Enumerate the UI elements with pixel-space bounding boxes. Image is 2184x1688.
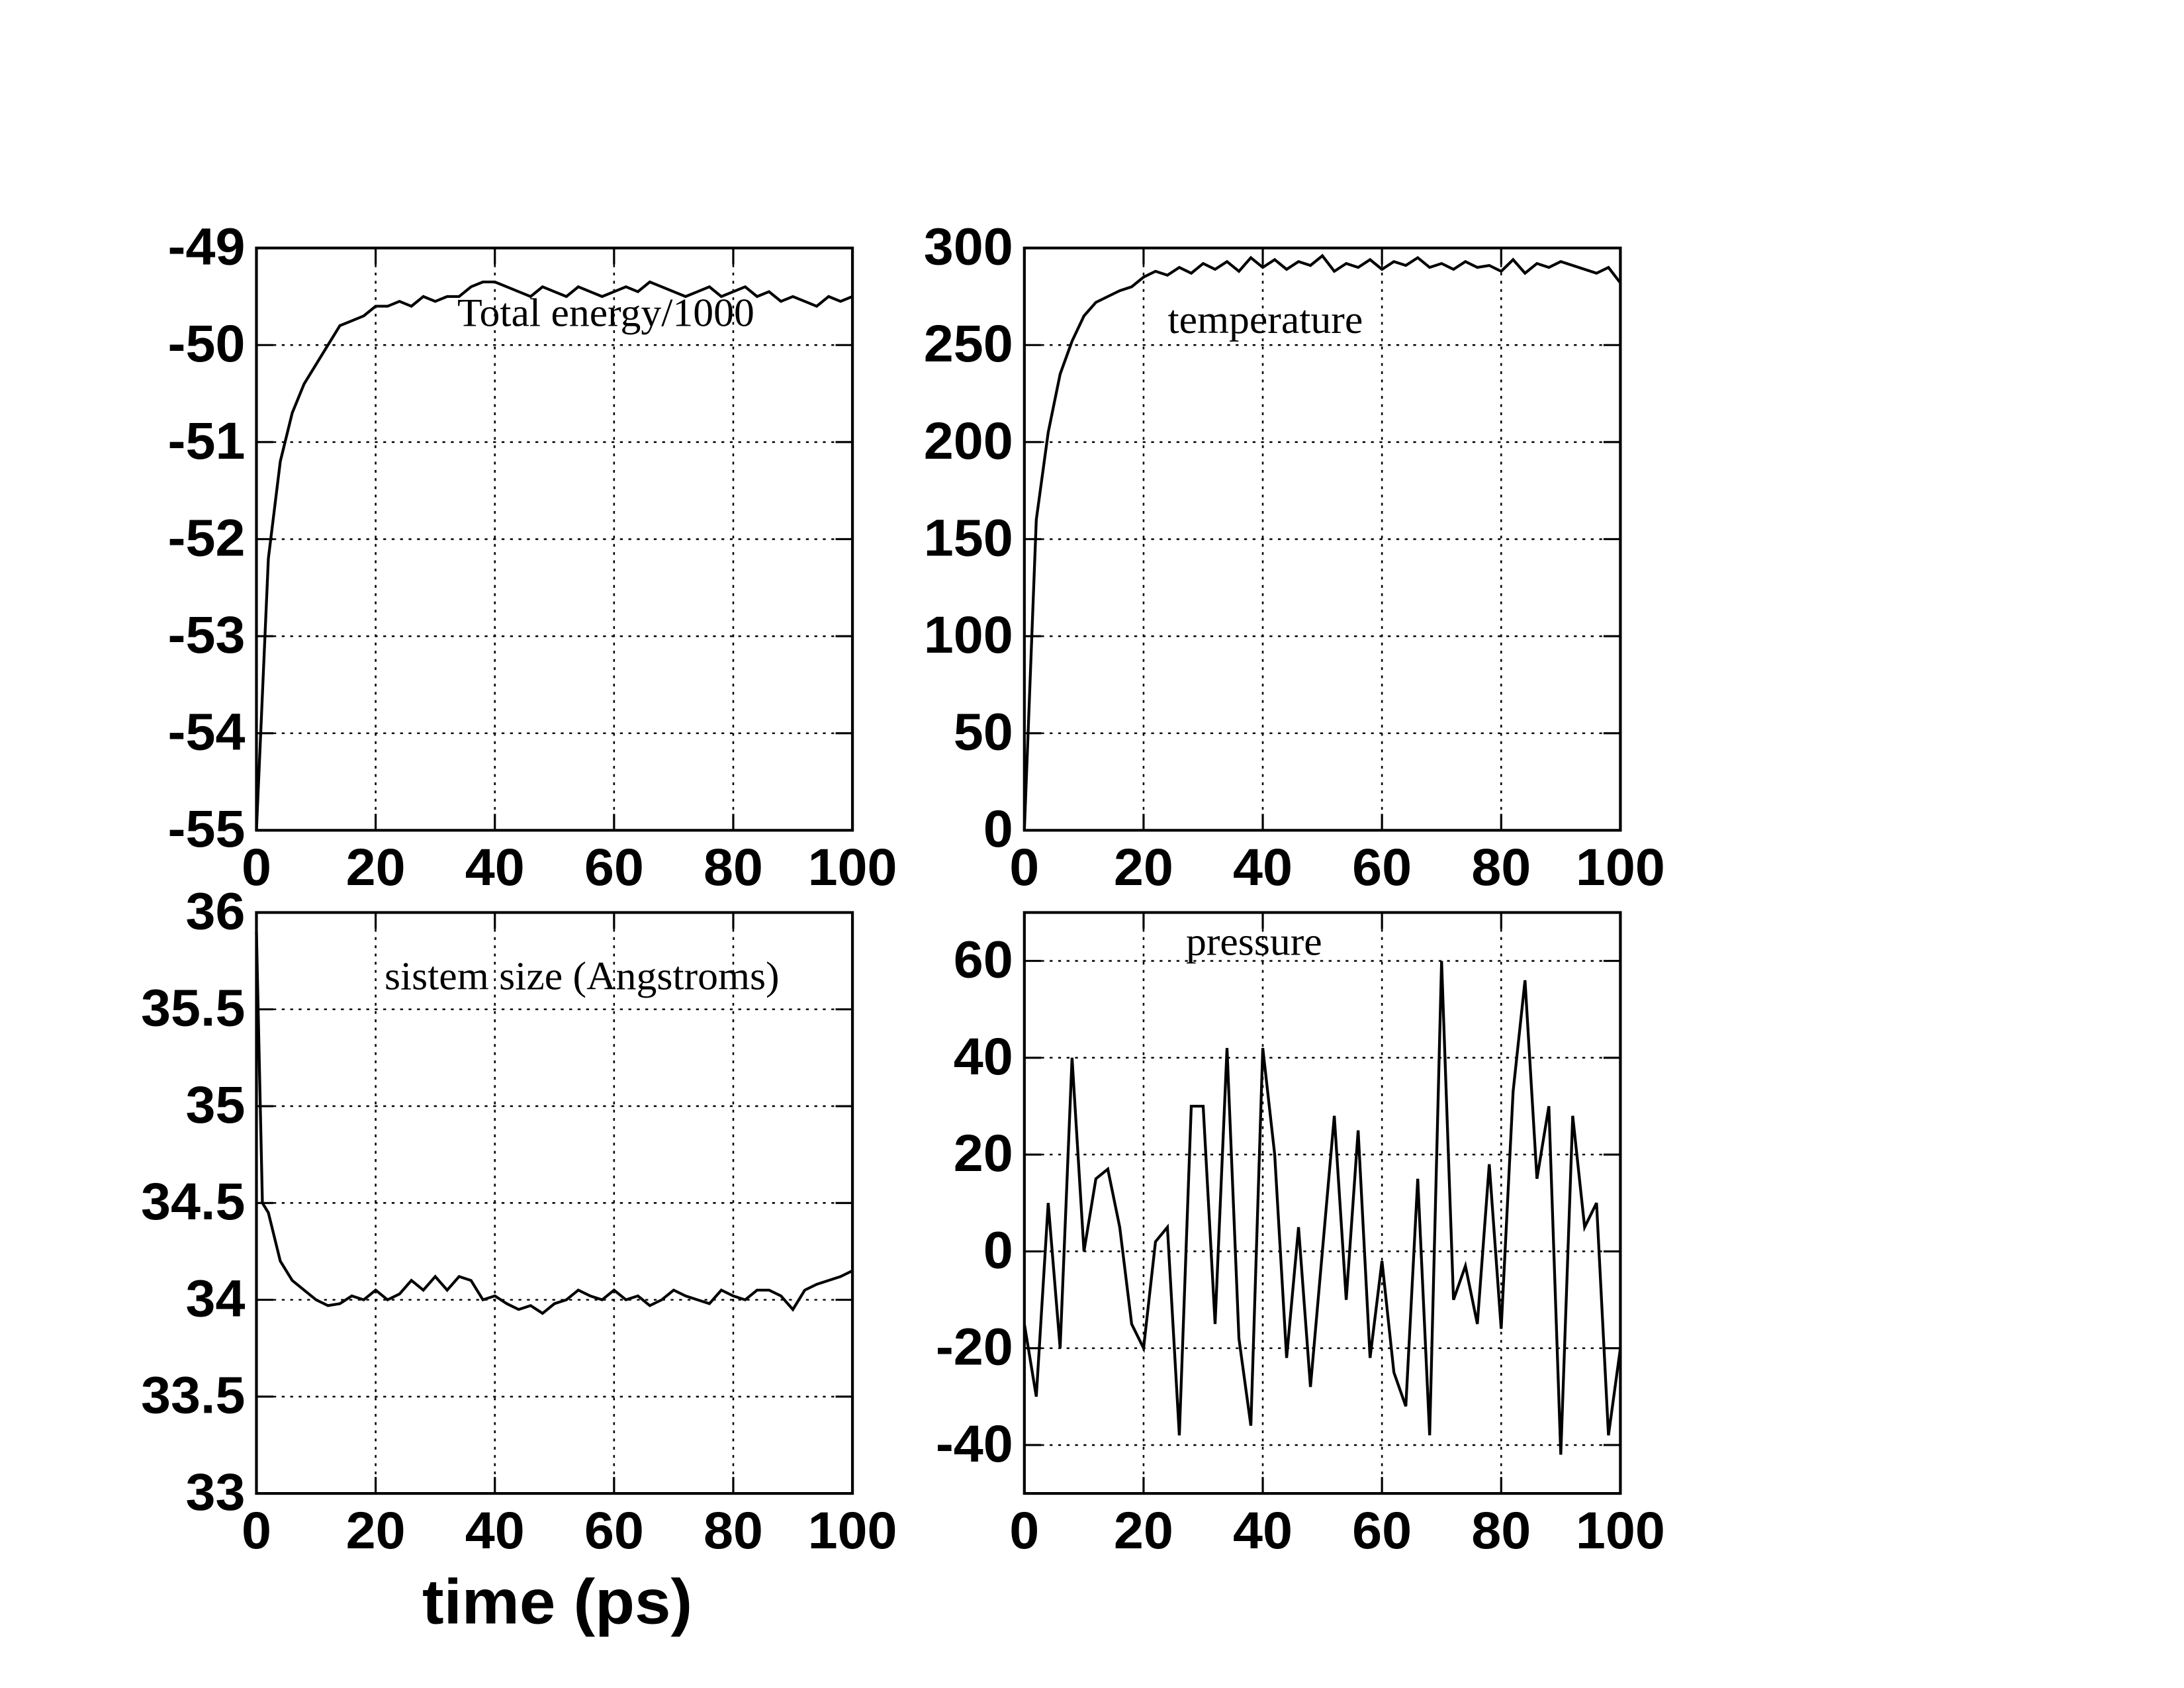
data-line [255, 280, 853, 831]
x-tick-label: 60 [1352, 1501, 1412, 1560]
y-tick-label: 33.5 [141, 1366, 245, 1425]
x-tick-label: 100 [1576, 1501, 1665, 1560]
annotation: pressure [1186, 920, 1322, 964]
y-tick-label: -50 [168, 314, 246, 373]
y-tick-label: -53 [168, 606, 246, 664]
x-tick-label: 0 [1009, 1501, 1039, 1560]
annotation: Total energy/1000 [457, 291, 754, 335]
x-tick-label: 20 [1114, 838, 1173, 896]
data-line [1023, 254, 1622, 831]
x-tick-label: 100 [1576, 838, 1665, 896]
x-tick-label: 80 [704, 838, 763, 896]
y-tick-label: 34.5 [141, 1172, 245, 1231]
y-tick-label: 0 [983, 1221, 1013, 1279]
y-tick-label: -40 [936, 1415, 1013, 1473]
x-tick-label: 20 [346, 838, 406, 896]
x-tick-label: 20 [346, 1501, 406, 1560]
y-tick-label: 35.5 [141, 979, 245, 1037]
y-tick-label: 33 [185, 1463, 245, 1521]
y-tick-label: 60 [954, 931, 1013, 989]
x-tick-label: 100 [808, 838, 897, 896]
x-tick-label: 100 [808, 1501, 897, 1560]
y-tick-label: 100 [924, 606, 1013, 664]
x-tick-label: 0 [242, 1501, 271, 1560]
annotation: temperature [1167, 299, 1363, 342]
x-tick-label: 60 [584, 838, 644, 896]
y-tick-label: -51 [168, 412, 246, 470]
x-tick-label: 80 [1471, 1501, 1531, 1560]
x-tick-label: 40 [465, 1501, 525, 1560]
y-tick-label: 0 [983, 800, 1013, 858]
x-tick-label: 40 [1233, 838, 1293, 896]
x-tick-label: 80 [1471, 838, 1531, 896]
y-tick-label: -55 [168, 800, 246, 858]
y-tick-label: 200 [924, 412, 1013, 470]
y-tick-label: 36 [185, 882, 245, 940]
y-tick-label: 20 [954, 1124, 1013, 1182]
y-tick-label: -20 [936, 1318, 1013, 1376]
y-tick-label: 34 [185, 1269, 245, 1327]
y-tick-label: 35 [185, 1076, 245, 1134]
y-tick-label: -52 [168, 508, 246, 567]
x-tick-label: 40 [1233, 1501, 1293, 1560]
y-tick-label: 250 [924, 314, 1013, 373]
x-tick-label: 60 [1352, 838, 1412, 896]
x-tick-label: 40 [465, 838, 525, 896]
y-tick-label: 150 [924, 508, 1013, 567]
y-tick-label: -49 [168, 218, 246, 276]
x-tick-label: 60 [584, 1501, 644, 1560]
annotation: sistem size (Angstroms) [385, 955, 780, 998]
y-tick-label: 50 [954, 703, 1013, 761]
x-tick-label: 20 [1114, 1501, 1173, 1560]
x-tick-label: 0 [1009, 838, 1039, 896]
y-tick-label: 40 [954, 1027, 1013, 1086]
x-axis-label: time (ps) [422, 1568, 692, 1637]
y-tick-label: -54 [168, 703, 246, 761]
plot-frame [1023, 246, 1622, 832]
plot-frame [255, 911, 854, 1495]
x-tick-label: 0 [242, 838, 271, 896]
data-line [255, 931, 854, 1315]
plot-frame [1023, 911, 1622, 1495]
data-line [1023, 961, 1622, 1455]
plot-frame [255, 246, 854, 832]
y-tick-label: 300 [924, 218, 1013, 276]
x-tick-label: 80 [704, 1501, 763, 1560]
